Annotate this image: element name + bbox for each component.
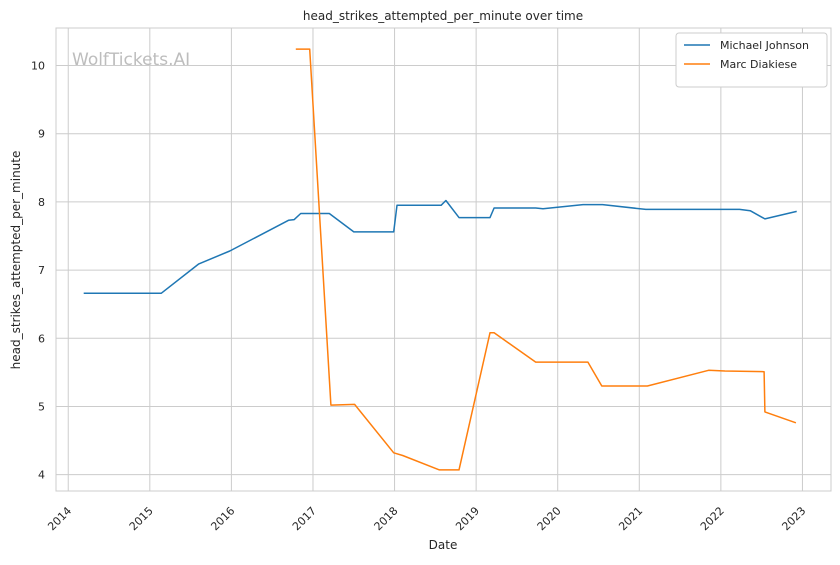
data-point-marc-diakiese [493, 331, 496, 334]
y-tick-label: 8 [38, 196, 45, 209]
data-point-marc-diakiese [600, 385, 603, 388]
data-point-michael-johnson [749, 209, 752, 212]
data-point-michael-johnson [763, 217, 766, 220]
series-lines [82, 48, 798, 471]
data-point-marc-diakiese [763, 410, 766, 413]
data-point-marc-diakiese [586, 361, 589, 364]
data-point-michael-johnson [197, 262, 200, 265]
data-point-marc-diakiese [763, 370, 766, 373]
data-point-michael-johnson [82, 292, 85, 295]
y-tick-label: 5 [38, 400, 45, 413]
data-point-michael-johnson [582, 203, 585, 206]
data-point-marc-diakiese [794, 421, 797, 424]
data-point-marc-diakiese [353, 403, 356, 406]
y-tick-label: 9 [38, 128, 45, 141]
legend-label-michael-johnson: Michael Johnson [720, 39, 809, 52]
x-axis-label: Date [429, 538, 458, 552]
data-point-michael-johnson [601, 203, 604, 206]
data-point-marc-diakiese [401, 454, 404, 457]
legend: Michael Johnson Marc Diakiese [675, 32, 828, 88]
data-point-michael-johnson [542, 207, 545, 210]
data-point-marc-diakiese [392, 451, 395, 454]
data-point-michael-johnson [489, 216, 492, 219]
chart-title: head_strikes_attempted_per_minute over t… [303, 9, 583, 23]
data-point-marc-diakiese [489, 331, 492, 334]
y-tick-label: 6 [38, 332, 45, 345]
data-point-michael-johnson [160, 292, 163, 295]
data-point-marc-diakiese [308, 48, 311, 51]
data-point-marc-diakiese [534, 361, 537, 364]
data-point-michael-johnson [444, 199, 447, 202]
data-point-michael-johnson [458, 216, 461, 219]
data-point-michael-johnson [287, 219, 290, 222]
series-line-marc-diakiese [295, 48, 797, 471]
data-point-michael-johnson [328, 212, 331, 215]
data-point-michael-johnson [293, 218, 296, 221]
data-point-marc-diakiese [294, 48, 297, 51]
data-point-michael-johnson [396, 204, 399, 207]
data-point-michael-johnson [299, 212, 302, 215]
data-point-marc-diakiese [707, 369, 710, 372]
data-point-michael-johnson [493, 207, 496, 210]
data-point-michael-johnson [703, 208, 706, 211]
data-point-marc-diakiese [438, 468, 441, 471]
series-line-michael-johnson [83, 199, 797, 295]
legend-box [675, 32, 828, 88]
y-tick-label: 4 [38, 469, 45, 482]
data-point-michael-johnson [392, 230, 395, 233]
legend-label-marc-diakiese: Marc Diakiese [720, 58, 797, 71]
data-point-michael-johnson [228, 250, 231, 253]
y-tick-label: 10 [31, 60, 45, 73]
data-point-marc-diakiese [329, 404, 332, 407]
y-axis-label: head_strikes_attempted_per_minute [9, 151, 23, 370]
data-point-marc-diakiese [723, 370, 726, 373]
data-point-michael-johnson [440, 204, 443, 207]
data-point-michael-johnson [675, 208, 678, 211]
y-tick-label: 7 [38, 264, 45, 277]
data-point-michael-johnson [738, 208, 741, 211]
data-point-marc-diakiese [458, 468, 461, 471]
plot-frame [55, 27, 832, 492]
data-point-michael-johnson [795, 210, 798, 213]
data-point-michael-johnson [352, 230, 355, 233]
data-point-michael-johnson [644, 208, 647, 211]
data-point-michael-johnson [534, 207, 537, 210]
data-point-marc-diakiese [646, 385, 649, 388]
watermark-text: WolfTickets.AI [72, 50, 190, 70]
